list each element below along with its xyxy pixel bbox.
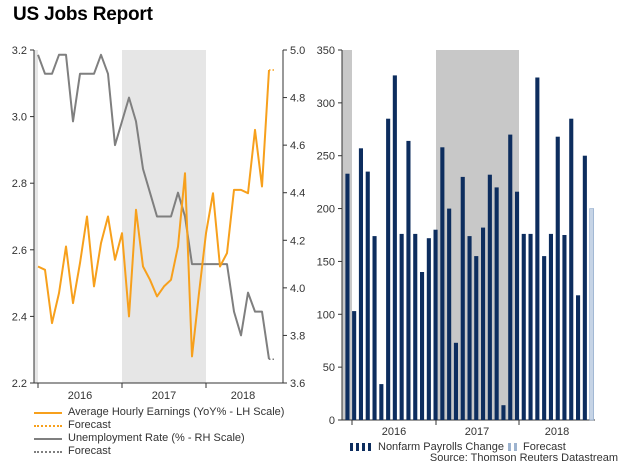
legend-unemployment-forecast-swatch (34, 451, 62, 453)
legend-earnings-swatch (34, 412, 62, 414)
right-y-tick-label: 3.6 (290, 378, 305, 390)
right-y-tick-label: 4.4 (290, 188, 305, 200)
payrolls-bar (372, 236, 377, 420)
payrolls-bar (569, 118, 574, 420)
payrolls-bar (447, 208, 452, 420)
payrolls-bar (413, 233, 418, 420)
left-y-tick-label: 2.8 (12, 178, 27, 190)
bar-y-tick-label: 350 (317, 45, 335, 57)
payrolls-bar (474, 256, 479, 420)
legend-earnings-forecast-swatch (34, 425, 62, 427)
legend-payrolls-label: Nonfarm Payrolls Change (378, 441, 504, 453)
payrolls-forecast-bar (589, 208, 594, 421)
payrolls-bar (501, 405, 506, 420)
payrolls-bar (528, 233, 533, 420)
left-y-tick-label: 3.0 (12, 112, 27, 124)
payrolls-bar (420, 272, 425, 420)
payrolls-bar (365, 171, 370, 420)
right-y-tick-label: 4.8 (290, 93, 305, 105)
payrolls-bar (542, 256, 547, 420)
payrolls-bar (481, 227, 486, 420)
payrolls-bar (399, 233, 404, 420)
earnings-line (37, 69, 270, 358)
payrolls-bar (508, 134, 513, 420)
left-y-tick-label: 2.6 (12, 245, 27, 257)
payrolls-bar (494, 187, 499, 420)
bar-y-tick-label: 250 (317, 151, 335, 163)
payrolls-bar (548, 233, 553, 420)
payrolls-bar (453, 342, 458, 420)
payrolls-bar (521, 233, 526, 420)
legend-payrolls-forecast-label: Forecast (523, 441, 566, 453)
left-x-tick-label: 2016 (68, 390, 92, 402)
source-note: Source: Thomson Reuters Datastream (429, 452, 618, 464)
payrolls-bar (562, 235, 567, 420)
payrolls-bar (358, 148, 363, 421)
legend-unemployment-swatch (34, 438, 62, 440)
bar-x-tick-label: 2018 (545, 426, 569, 438)
page-title: US Jobs Report (13, 4, 153, 25)
right-y-tick-label: 4.0 (290, 283, 305, 295)
payrolls-bar (406, 140, 411, 420)
legend-earnings-label: Average Hourly Earnings (YoY% - LH Scale… (68, 406, 285, 418)
left-x-tick-label: 2017 (152, 390, 176, 402)
payrolls-bar (467, 236, 472, 420)
payrolls-bar (487, 174, 492, 420)
legend-unemployment-label: Unemployment Rate (% - RH Scale) (68, 432, 245, 444)
payrolls-bar (535, 77, 540, 420)
payrolls-bar (582, 155, 587, 420)
payrolls-bar (515, 191, 520, 420)
payrolls-bar (345, 173, 350, 420)
left-shade-start (34, 50, 38, 383)
left-y-tick-label: 2.4 (12, 311, 27, 323)
bar-x-tick-label: 2017 (465, 426, 489, 438)
unemployment-line (37, 53, 270, 360)
payrolls-bar (433, 229, 438, 420)
bar-y-tick-label: 0 (329, 415, 335, 427)
right-y-tick-label: 4.2 (290, 235, 305, 247)
right-y-tick-label: 5.0 (290, 45, 305, 57)
payrolls-bar (392, 75, 397, 421)
legend-payrolls-forecast-swatch (508, 443, 517, 451)
bar-y-tick-label: 50 (323, 362, 335, 374)
payrolls-bar (386, 118, 391, 420)
bar-y-tick-label: 300 (317, 98, 335, 110)
legend-payrolls-swatch (350, 443, 372, 451)
payrolls-bar (440, 147, 445, 421)
left-y-tick-label: 3.2 (12, 45, 27, 57)
legend-earnings-forecast-label: Forecast (68, 419, 111, 431)
bar-y-tick-label: 200 (317, 204, 335, 216)
right-y-tick-label: 4.6 (290, 140, 305, 152)
payrolls-bar (426, 238, 431, 420)
payrolls-bar (460, 176, 465, 420)
payrolls-bar (379, 384, 384, 420)
payrolls-bar (352, 311, 357, 420)
bar-y-tick-label: 100 (317, 309, 335, 321)
bar-y-tick-label: 150 (317, 256, 335, 268)
bar-x-tick-label: 2016 (382, 426, 406, 438)
payrolls-bar (576, 295, 581, 420)
right-y-tick-label: 3.8 (290, 330, 305, 342)
legend-unemployment-forecast-label: Forecast (68, 445, 111, 457)
left-x-tick-label: 2018 (231, 390, 255, 402)
payrolls-bar (555, 136, 560, 420)
left-y-tick-label: 2.2 (12, 378, 27, 390)
